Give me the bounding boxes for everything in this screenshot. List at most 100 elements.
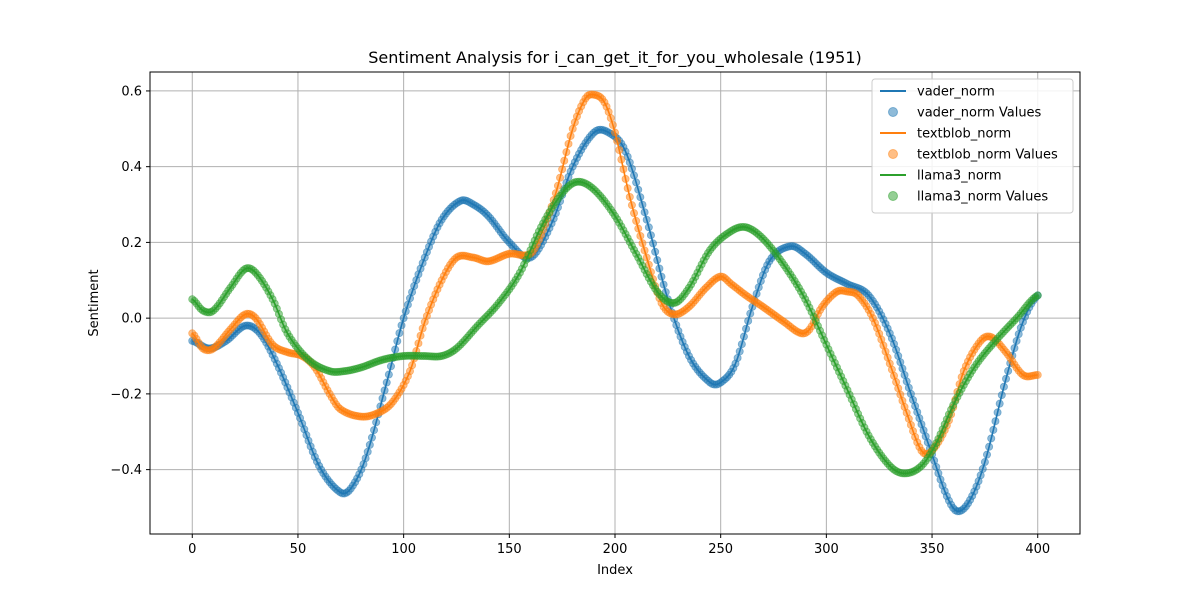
data-point [987,434,996,443]
legend-item: llama3_norm [880,169,1002,184]
llama3-norm-values-points [188,177,1042,478]
data-point [733,353,742,362]
y-tick-label: 0.6 [121,84,142,99]
legend-label: llama3_norm [917,169,1002,184]
data-point [627,201,636,210]
data-point [1033,291,1042,300]
data-point [983,450,992,459]
data-point [978,464,987,473]
legend-label: vader_norm [917,85,995,100]
data-point [608,121,617,130]
data-point [642,215,651,224]
data-point [566,131,575,140]
axis-ticks: 0 50 100 150 200 250 300 350 400 −0.4 −0.2 0.0 0.2 0.… [110,84,1050,557]
data-point [737,340,746,349]
data-point [989,425,998,434]
x-tick-label: 350 [920,542,945,557]
data-point [611,128,620,137]
data-point [636,231,645,240]
x-tick-label: 50 [290,542,307,557]
data-point [742,324,751,333]
data-point [646,231,655,240]
data-point [634,185,643,194]
y-tick-label: 0.0 [121,312,142,327]
data-point [560,156,569,165]
data-point [655,264,664,273]
data-point [418,324,427,333]
legend-item: vader_norm [880,85,995,100]
legend-item: textblob_norm [880,127,1011,142]
legend-item: llama3_norm Values [888,190,1048,205]
x-tick-label: 150 [497,542,522,557]
data-point [365,440,374,449]
data-point [606,114,615,123]
data-point [1033,370,1042,379]
data-point [399,314,408,323]
data-point [363,447,372,456]
x-axis-label: Index [597,563,633,578]
x-tick-label: 100 [391,542,416,557]
data-point [370,426,379,435]
data-point [380,386,389,395]
data-point [630,171,639,180]
data-point [397,321,406,330]
textblob-norm-values-points [188,90,1042,459]
data-point [1002,374,1011,383]
data-point [735,347,744,356]
data-point [640,246,649,255]
data-point [1004,366,1013,375]
data-point [746,309,755,318]
legend-item: textblob_norm Values [888,148,1058,163]
data-point [649,239,658,248]
data-point [625,192,634,201]
data-point [401,307,410,316]
data-point [638,239,647,248]
data-point [632,216,641,225]
data-point [999,382,1008,391]
data-point [630,209,639,218]
data-point [384,370,393,379]
data-point [615,145,624,154]
data-point [553,181,562,190]
data-point [642,253,651,262]
data-point [378,394,387,403]
data-point [739,332,748,341]
data-point [367,433,376,442]
legend-marker-swatch [888,149,898,159]
data-point [393,337,402,346]
x-tick-label: 0 [188,542,196,557]
x-tick-label: 250 [708,542,733,557]
data-point [617,155,626,164]
x-tick-label: 300 [814,542,839,557]
data-point [995,399,1004,408]
data-point [414,339,423,348]
data-point [634,224,643,233]
legend-label: textblob_norm [917,127,1011,142]
data-point [372,418,381,427]
data-point [416,331,425,340]
data-point [1010,344,1019,353]
data-point [386,362,395,371]
data-point [564,139,573,148]
data-point [636,193,645,202]
data-point [382,378,391,387]
y-axis-label: Sentiment [87,269,102,336]
textblob-norm-series [188,90,1042,459]
legend-item: vader_norm Values [888,106,1042,121]
legend-label: llama3_norm Values [917,190,1048,205]
data-point [632,178,641,187]
legend-box [871,78,1074,214]
data-point [991,417,1000,426]
data-point [985,442,994,451]
data-point [997,391,1006,400]
data-point [659,280,668,289]
data-point [980,458,989,467]
data-point [562,148,571,157]
data-point [1012,336,1021,345]
data-point [623,184,632,193]
legend-marker-swatch [888,191,898,201]
data-point [638,200,647,209]
y-tick-label: −0.4 [110,463,142,478]
data-point [391,345,400,354]
